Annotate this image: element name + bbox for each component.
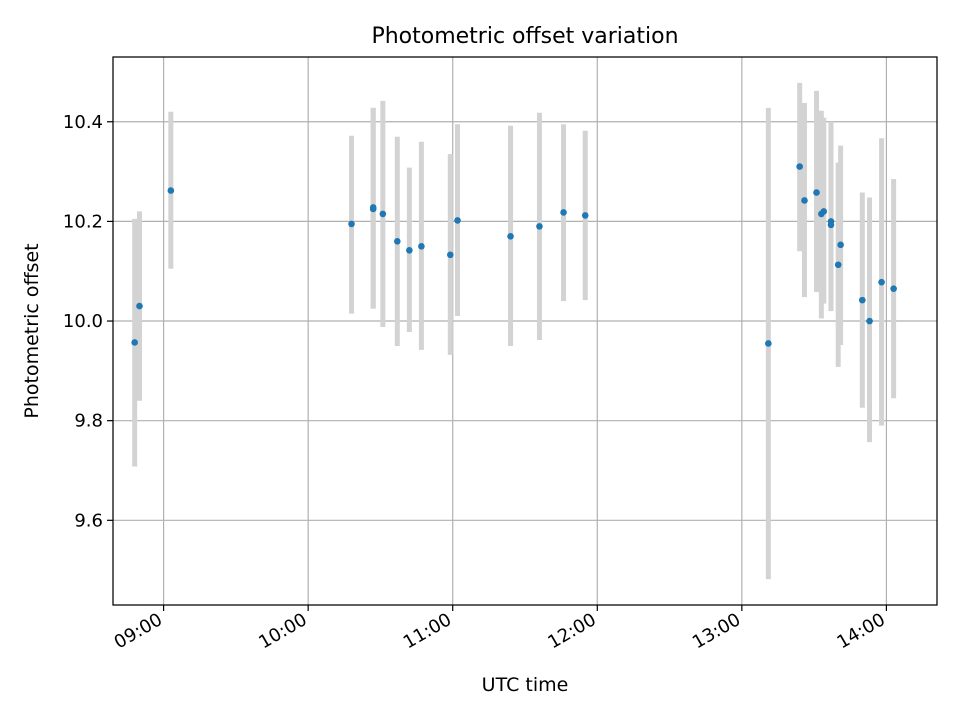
data-point: [454, 217, 461, 224]
data-point: [379, 210, 387, 218]
data-point: [827, 221, 835, 229]
data-point: [890, 285, 897, 292]
data-point: [765, 340, 772, 347]
data-point: [447, 251, 454, 259]
data-point: [801, 197, 808, 204]
data-point: [507, 233, 514, 240]
data-point: [348, 220, 355, 228]
chart-title: Photometric offset variation: [371, 24, 678, 49]
data-point: [581, 212, 589, 219]
x-axis-label: UTC time: [482, 674, 569, 696]
data-point: [369, 205, 377, 213]
data-point: [859, 296, 866, 304]
y-tick-label: 10.2: [63, 211, 103, 232]
y-tick-label: 9.6: [74, 510, 103, 531]
data-point: [418, 243, 425, 250]
data-point: [813, 189, 820, 196]
data-point: [820, 208, 828, 215]
data-points: [131, 163, 897, 347]
data-point: [837, 241, 844, 249]
data-point: [878, 278, 885, 286]
data-point: [131, 339, 138, 346]
data-point: [536, 223, 543, 230]
data-point: [560, 209, 567, 216]
data-point: [406, 246, 413, 254]
data-point: [394, 238, 401, 245]
data-point: [136, 302, 143, 310]
data-point: [834, 261, 842, 269]
plot-frame: [112, 56, 938, 606]
y-tick-label: 10.4: [63, 112, 103, 133]
data-point: [167, 187, 175, 194]
y-tick-label: 9.8: [74, 411, 103, 432]
y-tick-label: 10.0: [63, 311, 103, 332]
data-point: [866, 317, 873, 325]
y-axis-label: Photometric offset: [21, 243, 43, 418]
data-point: [796, 163, 803, 170]
